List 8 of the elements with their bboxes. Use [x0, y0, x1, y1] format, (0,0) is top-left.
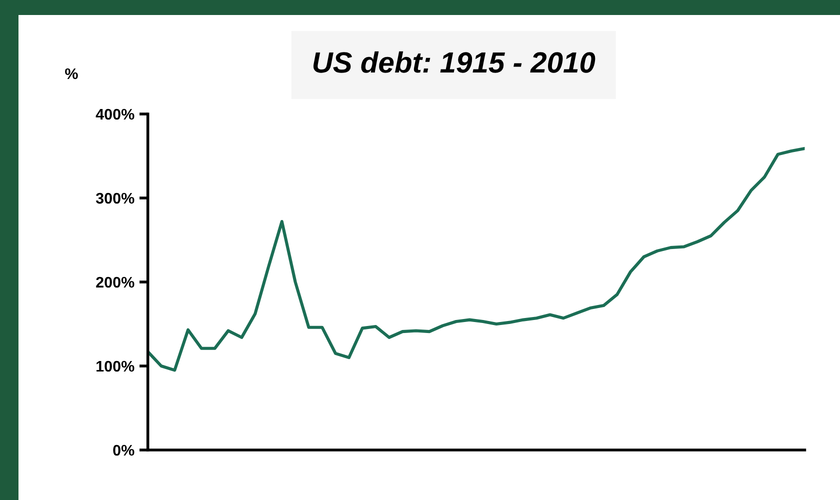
y-tick-label: 0%	[113, 444, 134, 456]
y-tick-label: 400%	[96, 108, 134, 120]
y-tick-label: 200%	[96, 276, 134, 288]
y-tick-label: 100%	[96, 360, 134, 372]
chart-title: US debt: 1915 - 2010	[313, 51, 596, 73]
y-tick-label: 300%	[96, 192, 134, 204]
y-axis-title: %	[65, 68, 78, 80]
line-series	[148, 146, 805, 372]
